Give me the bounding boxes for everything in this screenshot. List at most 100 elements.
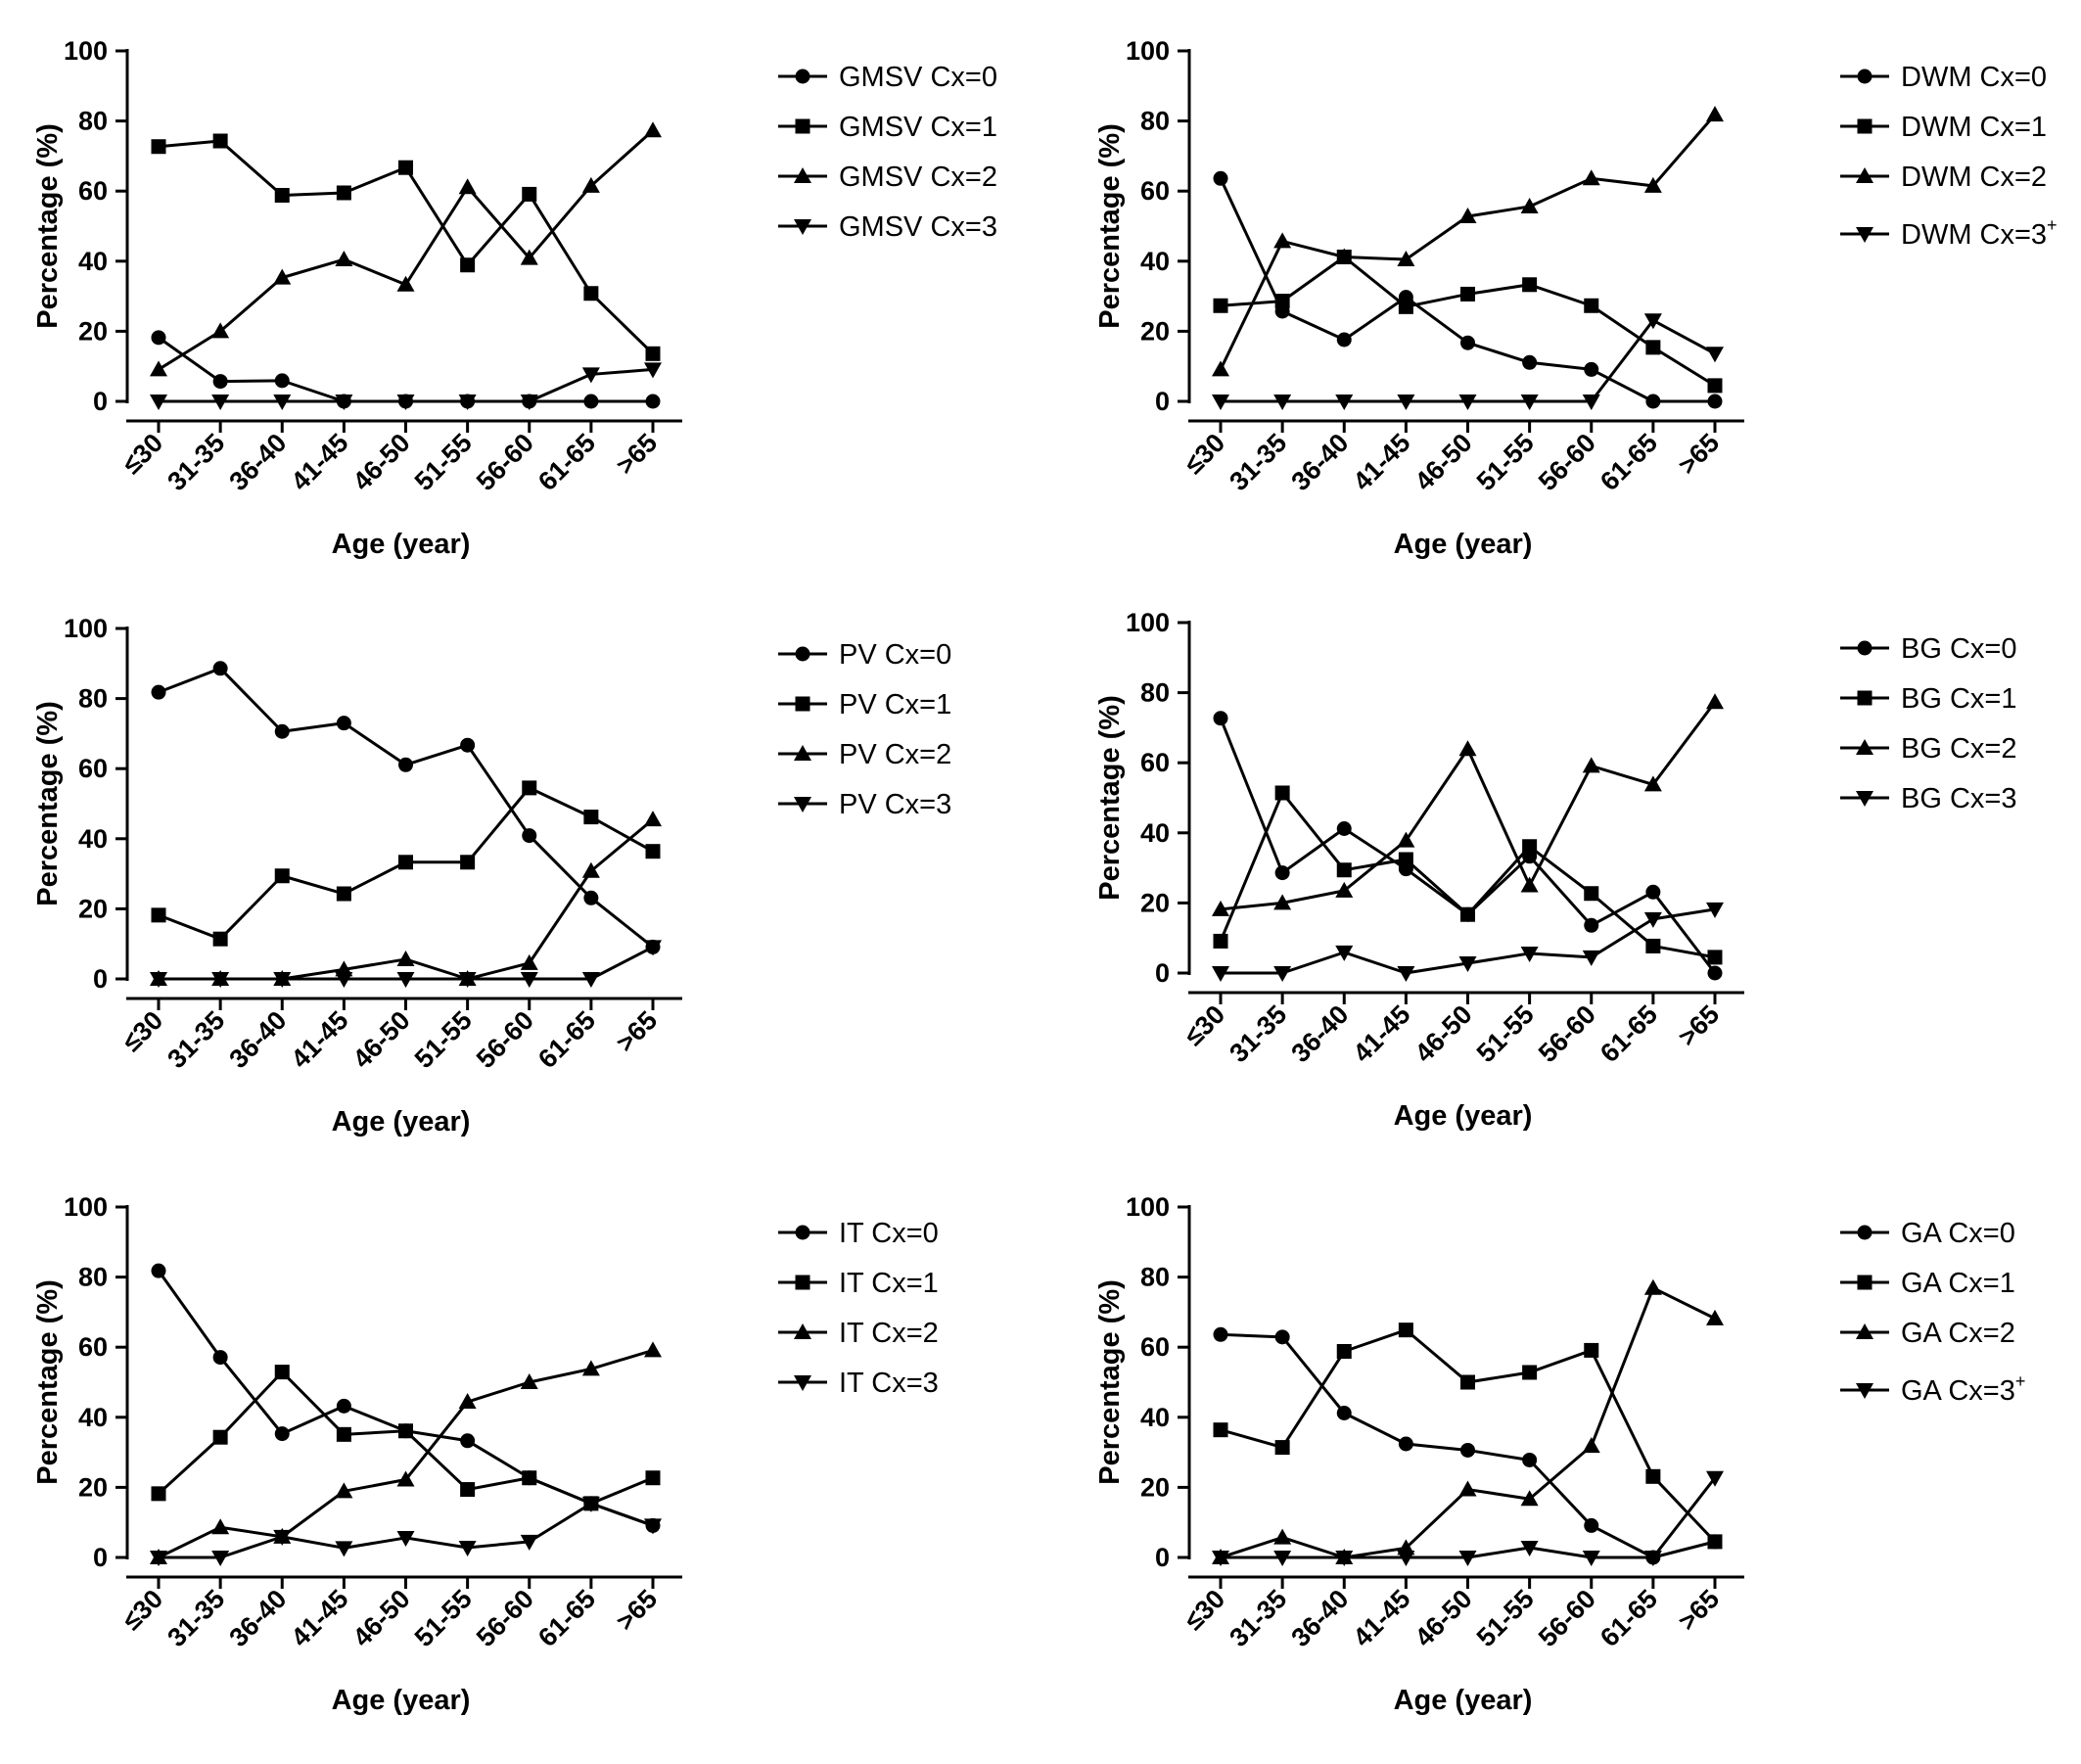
legend-label: GMSV Cx=1 bbox=[839, 112, 997, 143]
data-point-series-2 bbox=[644, 1341, 662, 1358]
legend-marker bbox=[1857, 690, 1873, 706]
legend-label: PV Cx=2 bbox=[839, 739, 951, 770]
legend-item-2: GA Cx=2 bbox=[1840, 1318, 2015, 1349]
chart-panel-dwm: 0 20 40 60 80 100 ≤30 31-35 36-40 41-45 46-50 51-55… bbox=[1062, 0, 2081, 587]
x-tick-label: 46-50 bbox=[1410, 428, 1478, 496]
data-point-series-1 bbox=[1460, 906, 1475, 922]
data-point-series-1 bbox=[1398, 852, 1413, 867]
data-point-series-0 bbox=[274, 1426, 290, 1442]
data-point-series-3 bbox=[1582, 950, 1600, 966]
x-axis-title: Age (year) bbox=[1394, 1685, 1533, 1716]
y-tick-label: 20 bbox=[1140, 316, 1170, 346]
data-point-series-1 bbox=[212, 931, 228, 947]
data-point-series-0 bbox=[1274, 865, 1290, 881]
data-point-series-2 bbox=[1212, 360, 1229, 377]
legend-label: GMSV Cx=2 bbox=[839, 162, 997, 193]
chart-ga: 0 20 40 60 80 100 ≤3031-3536-4041-4546-5051-55… bbox=[1094, 1192, 2025, 1716]
x-tick-label: 36-40 bbox=[223, 428, 292, 496]
data-point-series-3 bbox=[1335, 945, 1354, 961]
legend-label: IT Cx=1 bbox=[839, 1268, 939, 1299]
data-point-series-1 bbox=[1645, 340, 1661, 355]
data-point-series-3 bbox=[335, 1541, 353, 1557]
x-tick-label: 56-60 bbox=[471, 1584, 539, 1652]
y-tick-label: 0 bbox=[1155, 1543, 1170, 1572]
data-point-series-0 bbox=[1584, 1517, 1599, 1533]
legend-label: GMSV Cx=0 bbox=[839, 62, 997, 93]
data-point-series-2 bbox=[644, 121, 662, 138]
x-tick-label: ≤30 bbox=[1179, 999, 1230, 1051]
legend-marker bbox=[795, 646, 810, 662]
data-point-series-1 bbox=[336, 886, 351, 902]
data-point-series-3 bbox=[1520, 395, 1539, 410]
data-point-series-3 bbox=[1643, 911, 1662, 928]
series-line-2 bbox=[1219, 114, 1717, 371]
legend-item-3: GMSV Cx=3 bbox=[778, 211, 997, 243]
y-tick-label: 20 bbox=[78, 316, 108, 346]
data-point-series-3 bbox=[273, 395, 292, 410]
x-tick-label: 31-35 bbox=[1224, 428, 1292, 496]
legend-marker bbox=[794, 797, 811, 812]
y-tick-label: 20 bbox=[1140, 1472, 1170, 1502]
data-point-series-1 bbox=[1522, 1365, 1538, 1380]
y-tick-label: 80 bbox=[78, 684, 108, 714]
y-tick-label: 80 bbox=[78, 107, 108, 136]
data-point-series-3 bbox=[1273, 1551, 1292, 1566]
data-point-series-1 bbox=[336, 1426, 351, 1442]
data-point-series-3 bbox=[1458, 395, 1477, 410]
legend-marker bbox=[794, 219, 811, 235]
y-tick-label: 60 bbox=[1140, 176, 1170, 206]
data-point-series-0 bbox=[1213, 711, 1228, 726]
data-point-series-0 bbox=[1460, 335, 1475, 350]
y-axis-title: Percentage (%) bbox=[1094, 695, 1126, 901]
x-tick-label: 56-60 bbox=[1533, 1584, 1601, 1652]
data-point-series-1 bbox=[1707, 1534, 1723, 1550]
y-tick-label: 80 bbox=[1140, 107, 1170, 136]
data-point-series-3 bbox=[1335, 1551, 1354, 1566]
x-tick-label: 41-45 bbox=[286, 1584, 354, 1652]
data-point-series-1 bbox=[1584, 298, 1599, 313]
data-point-series-1 bbox=[1398, 1323, 1413, 1338]
data-point-series-1 bbox=[274, 187, 290, 203]
x-tick-label: 51-55 bbox=[1471, 1584, 1540, 1652]
data-point-series-1 bbox=[522, 1470, 537, 1486]
x-tick-label: >65 bbox=[611, 1584, 664, 1637]
data-point-series-1 bbox=[151, 139, 166, 155]
legend-item-0: PV Cx=0 bbox=[778, 639, 951, 671]
data-point-series-2 bbox=[1706, 693, 1724, 710]
data-point-series-1 bbox=[645, 844, 661, 859]
data-point-series-2 bbox=[1582, 1437, 1600, 1454]
legend-item-3: DWM Cx=3+ bbox=[1840, 215, 2058, 251]
legend-item-3: IT Cx=3 bbox=[778, 1368, 939, 1399]
x-tick-label: ≤30 bbox=[1179, 1584, 1230, 1636]
data-point-series-2 bbox=[644, 811, 662, 827]
data-point-series-1 bbox=[398, 855, 413, 870]
x-tick-label: ≤30 bbox=[1179, 428, 1230, 480]
legend-item-2: DWM Cx=2 bbox=[1840, 162, 2047, 193]
y-tick-label: 60 bbox=[1140, 748, 1170, 777]
data-point-series-1 bbox=[583, 810, 599, 825]
data-point-series-1 bbox=[274, 868, 290, 884]
x-tick-label: 61-65 bbox=[532, 1005, 601, 1074]
data-point-series-3 bbox=[396, 395, 415, 410]
y-tick-label: 100 bbox=[64, 1192, 108, 1222]
legend-marker bbox=[794, 745, 811, 761]
x-tick-label: 61-65 bbox=[532, 428, 601, 496]
data-point-series-3 bbox=[211, 1551, 230, 1566]
data-point-series-0 bbox=[522, 828, 537, 844]
data-point-series-3 bbox=[1706, 1470, 1724, 1487]
legend-marker bbox=[795, 1225, 810, 1240]
legend-marker bbox=[1857, 1275, 1873, 1290]
data-point-series-3 bbox=[458, 395, 477, 410]
data-point-series-2 bbox=[581, 176, 600, 193]
x-tick-label: 56-60 bbox=[471, 428, 539, 496]
data-point-series-1 bbox=[1584, 886, 1599, 902]
legend-item-0: GA Cx=0 bbox=[1840, 1218, 2015, 1249]
data-point-series-3 bbox=[1397, 395, 1415, 410]
legend-marker bbox=[1856, 167, 1873, 183]
data-point-series-0 bbox=[1707, 394, 1723, 409]
data-point-series-1 bbox=[1213, 933, 1228, 949]
x-tick-label: >65 bbox=[1673, 428, 1726, 481]
data-point-series-0 bbox=[1398, 1436, 1413, 1452]
data-point-series-2 bbox=[581, 861, 600, 878]
data-point-series-2 bbox=[1335, 248, 1354, 264]
